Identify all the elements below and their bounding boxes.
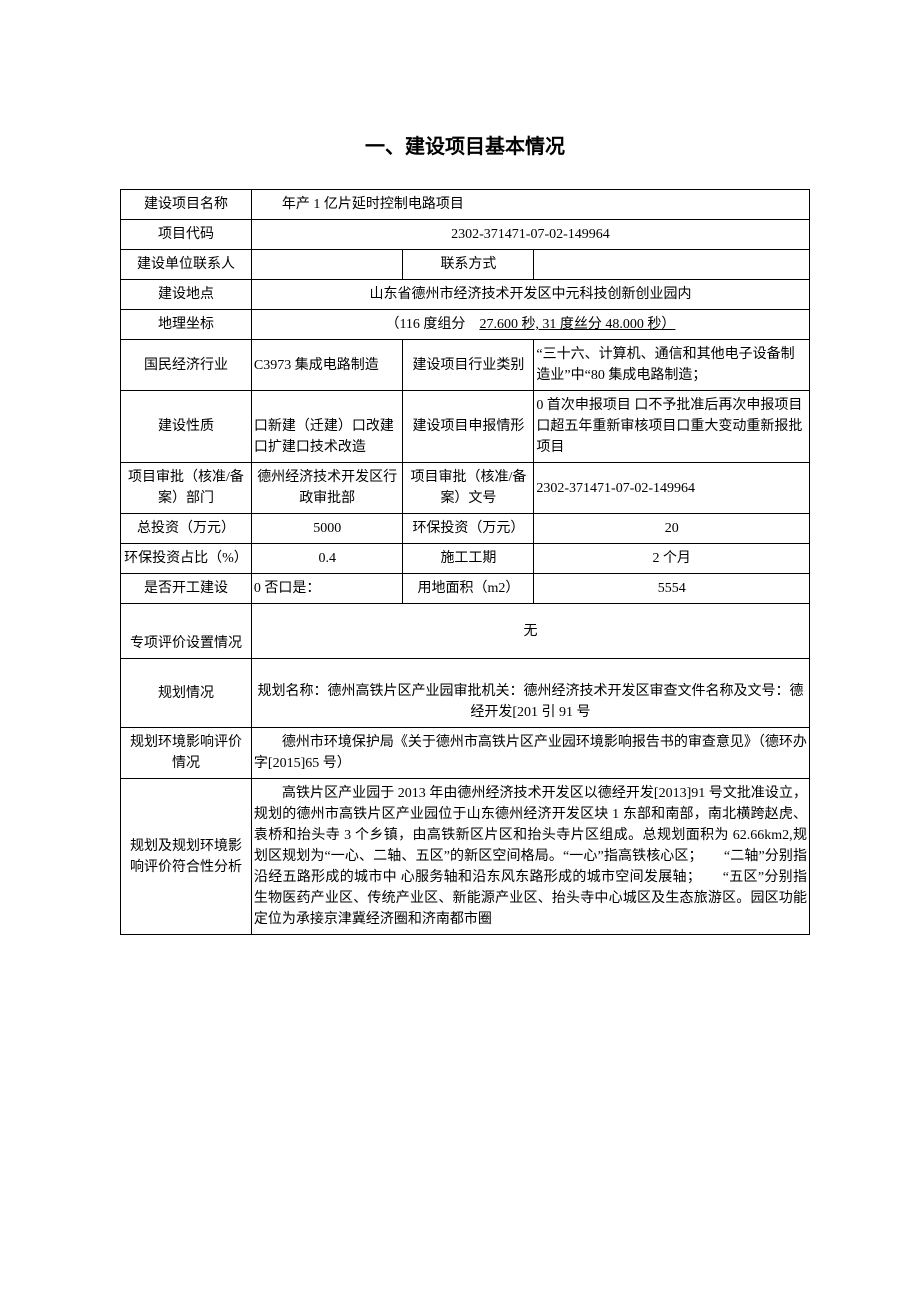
- started-value: 0 否口是：: [251, 574, 403, 604]
- table-row: 总投资（万元） 5000 环保投资（万元） 20: [121, 514, 810, 544]
- table-row: 国民经济行业 C3973 集成电路制造 建设项目行业类别 “三十六、计算机、通信…: [121, 340, 810, 391]
- table-row: 专项评价设置情况 无: [121, 604, 810, 659]
- plan-value: 规划名称：德州高铁片区产业园审批机关：德州经济技术开发区审查文件名称及文号：德经…: [251, 659, 809, 728]
- approve-no-value: 2302-371471-07-02-149964: [534, 463, 810, 514]
- nature-value: 口新建（迁建）口改建口扩建口技术改造: [251, 391, 403, 463]
- table-row: 项目审批（核准/备案）部门 德州经济技术开发区行政审批部 项目审批（核准/备案）…: [121, 463, 810, 514]
- env-invest-label: 环保投资（万元）: [403, 514, 534, 544]
- proj-code-value: 2302-371471-07-02-149964: [251, 220, 809, 250]
- table-row: 建设地点 山东省德州市经济技术开发区中元科技创新创业园内: [121, 280, 810, 310]
- location-value: 山东省德州市经济技术开发区中元科技创新创业园内: [251, 280, 809, 310]
- industry-value: C3973 集成电路制造: [251, 340, 403, 391]
- plan-conf-value: 高铁片区产业园于 2013 年由德州经济技术开发区以德经开发[2013]91 号…: [251, 779, 809, 935]
- contact-way-value: [534, 250, 810, 280]
- land-value: 5554: [534, 574, 810, 604]
- proj-name-label: 建设项目名称: [121, 190, 252, 220]
- contact-way-label: 联系方式: [403, 250, 534, 280]
- special-eval-label: 专项评价设置情况: [121, 604, 252, 659]
- approve-dept-label: 项目审批（核准/备案）部门: [121, 463, 252, 514]
- proj-code-label: 项目代码: [121, 220, 252, 250]
- industry-cat-label: 建设项目行业类别: [403, 340, 534, 391]
- location-label: 建设地点: [121, 280, 252, 310]
- plan-env-value: 德州市环境保护局《关于德州市高铁片区产业园环境影响报告书的审查意见》（德环办字[…: [251, 728, 809, 779]
- proj-name-value: 年产 1 亿片延时控制电路项目: [251, 190, 809, 220]
- declare-value: 0 首次申报项目 口不予批准后再次申报项目口超五年重新审核项目口重大变动重新报批…: [534, 391, 810, 463]
- total-invest-value: 5000: [251, 514, 403, 544]
- table-row: 规划情况 规划名称：德州高铁片区产业园审批机关：德州经济技术开发区审查文件名称及…: [121, 659, 810, 728]
- total-invest-label: 总投资（万元）: [121, 514, 252, 544]
- land-label: 用地面积（m2）: [403, 574, 534, 604]
- table-row: 环保投资占比（%） 0.4 施工工期 2 个月: [121, 544, 810, 574]
- contact-value: [251, 250, 403, 280]
- table-row: 建设项目名称 年产 1 亿片延时控制电路项目: [121, 190, 810, 220]
- duration-value: 2 个月: [534, 544, 810, 574]
- coord-label: 地理坐标: [121, 310, 252, 340]
- table-row: 建设性质 口新建（迁建）口改建口扩建口技术改造 建设项目申报情形 0 首次申报项…: [121, 391, 810, 463]
- table-row: 地理坐标 （116 度组分 27.600 秒, 31 度丝分 48.000 秒）: [121, 310, 810, 340]
- nature-label: 建设性质: [121, 391, 252, 463]
- plan-label: 规划情况: [121, 659, 252, 728]
- coord-value: （116 度组分 27.600 秒, 31 度丝分 48.000 秒）: [251, 310, 809, 340]
- started-label: 是否开工建设: [121, 574, 252, 604]
- table-row: 规划环境影响评价情况 德州市环境保护局《关于德州市高铁片区产业园环境影响报告书的…: [121, 728, 810, 779]
- industry-cat-value: “三十六、计算机、通信和其他电子设备制造业”中“80 集成电路制造；: [534, 340, 810, 391]
- table-row: 建设单位联系人 联系方式: [121, 250, 810, 280]
- table-row: 项目代码 2302-371471-07-02-149964: [121, 220, 810, 250]
- approve-dept-value: 德州经济技术开发区行政审批部: [251, 463, 403, 514]
- table-row: 规划及规划环境影响评价符合性分析 高铁片区产业园于 2013 年由德州经济技术开…: [121, 779, 810, 935]
- approve-no-label: 项目审批（核准/备案）文号: [403, 463, 534, 514]
- special-eval-value: 无: [251, 604, 809, 659]
- env-ratio-label: 环保投资占比（%）: [121, 544, 252, 574]
- declare-label: 建设项目申报情形: [403, 391, 534, 463]
- table-row: 是否开工建设 0 否口是： 用地面积（m2） 5554: [121, 574, 810, 604]
- section-title: 一、建设项目基本情况: [120, 130, 810, 159]
- contact-label: 建设单位联系人: [121, 250, 252, 280]
- plan-conf-label: 规划及规划环境影响评价符合性分析: [121, 779, 252, 935]
- plan-env-label: 规划环境影响评价情况: [121, 728, 252, 779]
- env-invest-value: 20: [534, 514, 810, 544]
- env-ratio-value: 0.4: [251, 544, 403, 574]
- duration-label: 施工工期: [403, 544, 534, 574]
- project-info-table: 建设项目名称 年产 1 亿片延时控制电路项目 项目代码 2302-371471-…: [120, 189, 810, 935]
- industry-label: 国民经济行业: [121, 340, 252, 391]
